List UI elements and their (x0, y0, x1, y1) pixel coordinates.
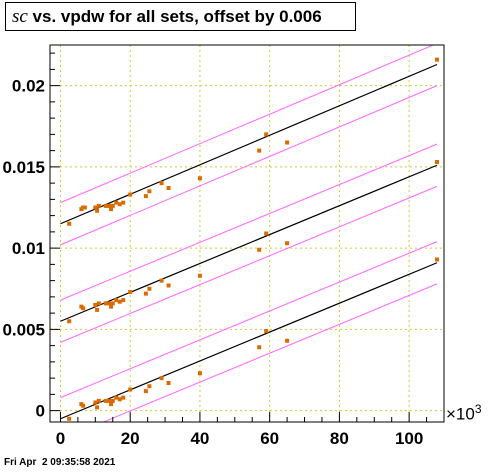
data-point (67, 221, 72, 226)
data-point (147, 189, 152, 194)
data-point (114, 298, 119, 303)
band-lower-line (60, 85, 438, 246)
data-point (264, 231, 269, 236)
data-point (197, 371, 202, 376)
data-point (96, 398, 101, 403)
data-point (95, 208, 100, 213)
y-tick-label: 0.005 (2, 320, 45, 339)
data-point (264, 132, 269, 137)
data-point (143, 291, 148, 296)
x-tick-label: 80 (330, 429, 349, 448)
data-point (257, 247, 262, 252)
data-point (107, 398, 112, 403)
data-point (166, 186, 171, 190)
fit-line (60, 63, 438, 225)
fit-line (60, 262, 438, 420)
data-point (95, 405, 100, 410)
x-axis-multiplier: ×103 (446, 402, 482, 425)
series-group (60, 241, 440, 422)
data-point (117, 397, 122, 402)
data-point (435, 57, 440, 62)
y-tick-label: 0.02 (12, 77, 45, 96)
data-point (121, 298, 126, 303)
data-point (435, 160, 440, 164)
y-tick-label: 0.01 (12, 239, 45, 258)
band-lower-line (60, 185, 438, 343)
fit-line (60, 164, 438, 322)
data-point (95, 307, 100, 312)
data-point (166, 283, 171, 288)
data-point (257, 148, 262, 153)
data-point (96, 203, 101, 208)
data-point (110, 398, 115, 403)
data-point (117, 202, 122, 207)
plot-frame (49, 44, 445, 423)
data-point (114, 395, 119, 400)
timestamp-footer: Fri Apr 2 09:35:58 2021 (4, 457, 116, 468)
data-point (147, 384, 152, 389)
data-point (96, 301, 101, 306)
data-point (435, 257, 440, 262)
data-point (82, 205, 87, 210)
x-tick-label: 0 (56, 429, 65, 448)
data-point (128, 387, 133, 392)
data-point (159, 376, 164, 381)
data-point (110, 301, 115, 306)
data-point (143, 194, 148, 199)
y-tick-label: 0.015 (2, 158, 45, 177)
data-point (81, 306, 86, 311)
data-point (103, 301, 108, 306)
band-upper-line (60, 45, 435, 204)
data-point (147, 286, 152, 291)
data-point (285, 241, 290, 246)
data-point (121, 200, 126, 205)
data-point (166, 381, 171, 385)
x-tick-label: 100 (395, 429, 423, 448)
data-point (107, 301, 112, 306)
x-tick-label: 60 (260, 429, 279, 448)
series-group (60, 143, 440, 343)
data-point (109, 304, 114, 309)
data-point (128, 290, 133, 294)
data-point (81, 403, 86, 408)
data-point (109, 207, 114, 212)
data-point (93, 400, 98, 405)
data-point (159, 181, 164, 186)
data-point (103, 203, 108, 208)
data-point (143, 389, 148, 394)
data-point (159, 278, 164, 283)
chart-title: sc vs. vpdw for all sets, offset by 0.00… (5, 2, 356, 31)
data-point (197, 176, 202, 181)
band-lower-line (102, 283, 438, 422)
data-point (117, 299, 122, 304)
x-axis-multiplier-base: ×10 (446, 404, 475, 424)
data-point (264, 329, 269, 333)
data-point (109, 402, 114, 407)
data-point (121, 395, 126, 400)
data-point (103, 398, 108, 403)
data-point (128, 192, 133, 197)
y-tick-label: 0 (36, 402, 45, 421)
x-axis-multiplier-exponent: 3 (474, 402, 482, 416)
x-tick-label: 40 (190, 429, 209, 448)
data-point (110, 203, 115, 208)
data-point (67, 416, 72, 421)
series-group (60, 45, 440, 246)
data-point (114, 200, 119, 205)
data-point (197, 273, 202, 278)
data-point (257, 345, 262, 350)
chart-title-text: vs. vpdw for all sets, offset by 0.006 (27, 6, 322, 26)
data-point (285, 140, 290, 145)
data-point (93, 303, 98, 307)
band-upper-line (60, 241, 438, 399)
data-point (67, 319, 72, 324)
band-upper-line (60, 143, 438, 301)
x-tick-label: 20 (121, 429, 140, 448)
data-point (93, 205, 98, 210)
data-point (285, 338, 290, 343)
data-point (107, 203, 112, 208)
chart-title-symbol: sc (12, 5, 28, 27)
